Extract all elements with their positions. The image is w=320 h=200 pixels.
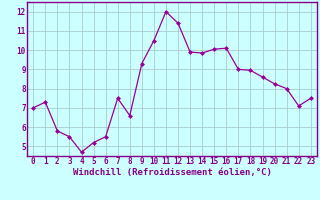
X-axis label: Windchill (Refroidissement éolien,°C): Windchill (Refroidissement éolien,°C) — [73, 168, 271, 177]
